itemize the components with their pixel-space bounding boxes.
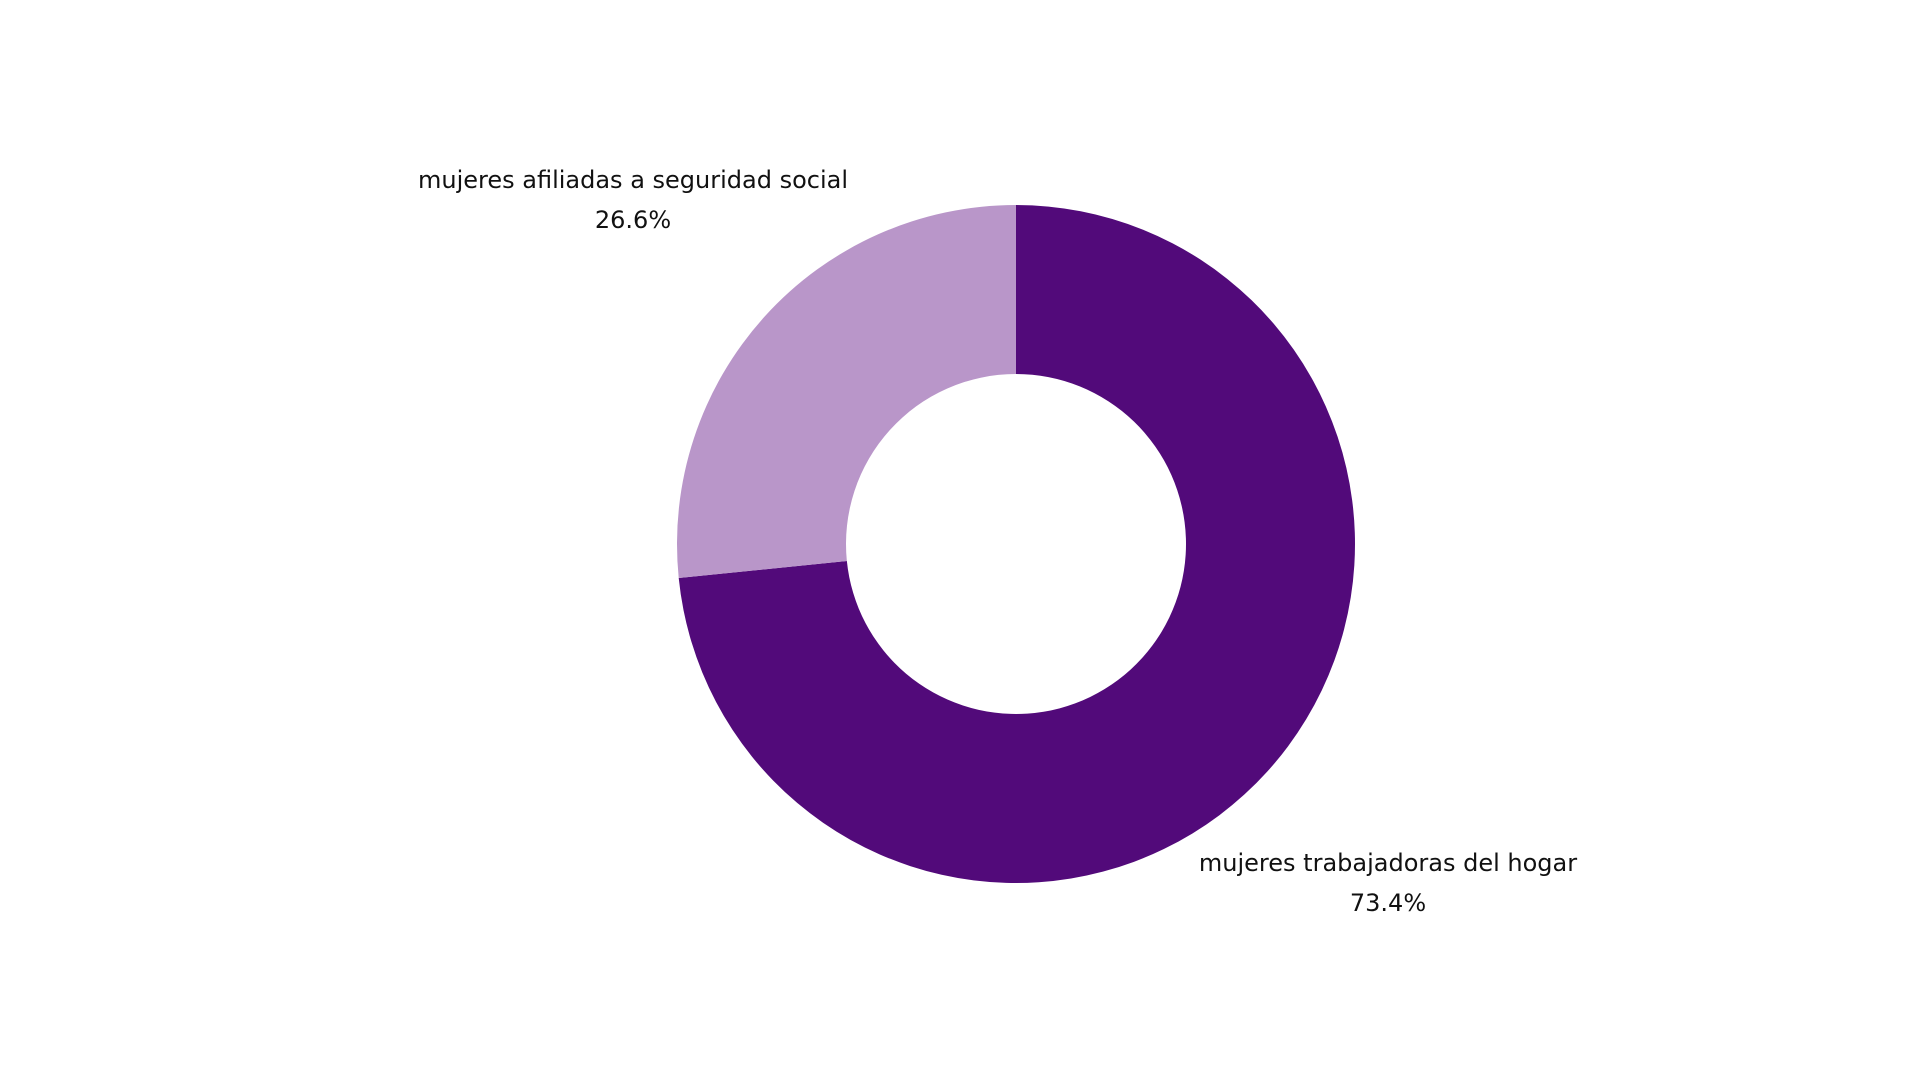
donut-slice-1	[677, 205, 1016, 579]
slice-label-trabajadoras: mujeres trabajadoras del hogar 73.4%	[1199, 843, 1577, 923]
slice-name: mujeres trabajadoras del hogar	[1198, 849, 1578, 877]
donut-slice-0	[678, 205, 1355, 883]
slice-percent: 73.4%	[1349, 889, 1427, 917]
slice-label-afiliadas: mujeres afiliadas a seguridad social 26.…	[418, 160, 848, 240]
slice-percent: 26.6%	[594, 206, 672, 234]
slice-name: mujeres afiliadas a seguridad social	[417, 166, 849, 194]
